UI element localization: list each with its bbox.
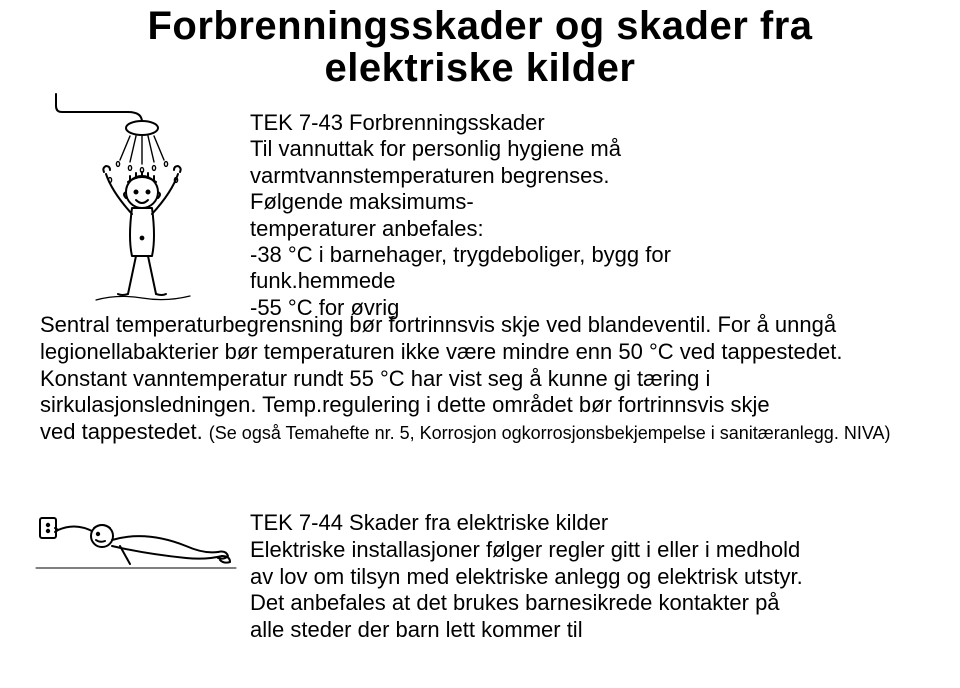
title-line2: elektriske kilder xyxy=(0,46,960,90)
section1-line5: -38 °C i barnehager, trygdeboliger, bygg… xyxy=(250,242,810,295)
section-tek-7-43: TEK 7-43 Forbrenningsskader Til vannutta… xyxy=(250,110,810,321)
section1-line2: varmtvannstemperaturen begrenses. xyxy=(250,163,810,189)
section2-heading: TEK 7-44 Skader fra elektriske kilder xyxy=(250,510,930,537)
section2-line3: Det anbefales at det brukes barnesikrede… xyxy=(250,590,930,617)
section1-line4: temperaturer anbefales: xyxy=(250,216,810,242)
section-tek-7-44: TEK 7-44 Skader fra elektriske kilder El… xyxy=(250,510,930,644)
mid-line3: Konstant vanntemperatur rundt 55 °C har … xyxy=(40,366,920,393)
page-title: Forbrenningsskader og skader fra elektri… xyxy=(0,0,960,90)
title-line1: Forbrenningsskader og skader fra xyxy=(0,4,960,48)
shower-svg xyxy=(48,88,228,308)
crawl-illustration xyxy=(36,512,236,592)
mid-line5: ved tappestedet. (Se også Temahefte nr. … xyxy=(40,419,920,446)
section1-heading: TEK 7-43 Forbrenningsskader xyxy=(250,110,810,136)
section2-line1: Elektriske installasjoner følger regler … xyxy=(250,537,930,564)
document-page: Forbrenningsskader og skader fra elektri… xyxy=(0,0,960,688)
mid-line1: Sentral temperaturbegrensning bør fortri… xyxy=(40,312,920,339)
section2-line4: alle steder der barn lett kommer til xyxy=(250,617,930,644)
mid-line2: legionellabakterier bør temperaturen ikk… xyxy=(40,339,920,366)
mid-line4: sirkulasjonsledningen. Temp.regulering i… xyxy=(40,392,920,419)
mid-line5b: (Se også Temahefte nr. 5, Korrosjon ogko… xyxy=(209,423,891,443)
crawl-svg xyxy=(36,512,236,592)
shower-illustration xyxy=(48,88,228,308)
section2-line2: av lov om tilsyn med elektriske anlegg o… xyxy=(250,564,930,591)
mid-line5a: ved tappestedet. xyxy=(40,419,209,444)
mid-paragraph: Sentral temperaturbegrensning bør fortri… xyxy=(40,312,920,446)
section1-line1: Til vannuttak for personlig hygiene må xyxy=(250,136,810,162)
section1-line3: Følgende maksimums- xyxy=(250,189,810,215)
